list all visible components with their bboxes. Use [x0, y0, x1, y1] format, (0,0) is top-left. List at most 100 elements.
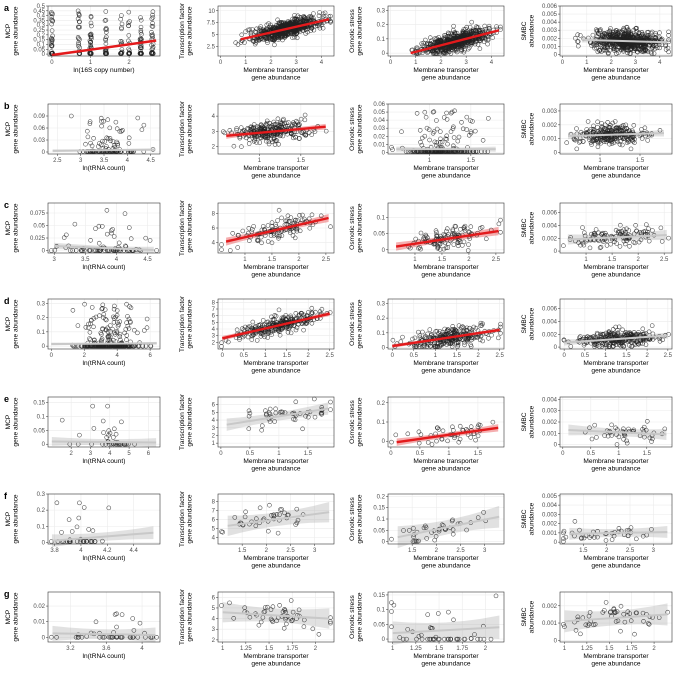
y-tick-label: 4	[212, 327, 216, 333]
data-point	[314, 23, 320, 28]
row-label-f: f	[4, 491, 8, 501]
x-tick-label: 4	[116, 353, 120, 359]
data-point	[118, 16, 123, 22]
y-axis-title: gene abundance	[357, 104, 364, 153]
data-point	[425, 50, 430, 55]
row-label-g: g	[4, 589, 10, 599]
data-point	[460, 42, 465, 48]
y-tick-label: 0.05	[373, 232, 385, 238]
x-tick-label: 1	[585, 60, 589, 66]
y-tick-label: 0.05	[33, 47, 45, 53]
y-axis-title: Osmotic stress	[349, 206, 356, 250]
y-tick-label: 0	[554, 249, 558, 255]
y-tick-label: 0.003	[542, 109, 558, 115]
x-tick-label: 4	[658, 60, 662, 66]
x-axis-title: Membrane transporter	[413, 165, 479, 172]
data-point	[149, 16, 155, 22]
y-tick-label: 0.3	[37, 301, 46, 307]
row-label-e: e	[4, 394, 9, 404]
data-point	[303, 27, 309, 33]
data-point	[313, 23, 318, 29]
x-axis-title: gene abundance	[421, 368, 470, 375]
data-point	[245, 27, 251, 33]
data-point	[49, 44, 55, 49]
y-tick-label: 0	[382, 248, 386, 254]
y-tick-label: 0.002	[542, 36, 558, 42]
y-tick-label: 0.5	[37, 4, 46, 10]
data-point	[450, 43, 456, 48]
y-tick-label: 0.05	[33, 224, 45, 230]
data-point	[118, 39, 123, 44]
data-point	[138, 28, 144, 33]
data-point	[419, 41, 424, 46]
x-tick-label: 1	[243, 257, 247, 263]
y-axis-title: abundance	[529, 112, 536, 145]
data-point	[49, 38, 54, 43]
data-point	[276, 21, 282, 26]
data-point	[102, 18, 108, 23]
data-point	[486, 25, 492, 31]
plot-background	[388, 104, 504, 154]
data-point	[138, 24, 144, 30]
data-point	[139, 51, 144, 56]
x-tick-label: 1.5	[438, 257, 447, 263]
x-axis-title: gene abundance	[251, 173, 300, 180]
data-point	[292, 13, 297, 18]
data-point	[233, 40, 238, 45]
y-axis-title: gene abundance	[357, 299, 364, 348]
data-point	[103, 27, 108, 32]
data-point	[76, 40, 81, 45]
y-tick-label: 0	[42, 52, 46, 58]
x-tick-label: 2	[83, 353, 87, 359]
x-tick-label: 2	[307, 353, 311, 359]
data-point	[465, 32, 471, 38]
y-tick-label: 0	[42, 150, 46, 156]
data-point	[487, 26, 492, 31]
data-point	[49, 14, 55, 20]
x-tick-label: 2	[636, 257, 640, 263]
data-point	[127, 51, 132, 56]
data-point	[243, 29, 248, 34]
x-axis-title: gene abundance	[591, 173, 640, 180]
data-point	[138, 17, 144, 23]
fit-line	[51, 342, 157, 345]
x-tick-label: 3	[295, 60, 299, 66]
x-tick-label: 4.5	[146, 158, 155, 164]
x-axis-title: Membrane transporter	[583, 264, 649, 271]
data-point	[287, 20, 293, 25]
y-axis-title: gene abundance	[187, 104, 194, 153]
data-point	[89, 23, 94, 29]
x-tick-label: 4	[115, 257, 119, 263]
data-point	[442, 47, 448, 52]
data-point	[308, 28, 314, 33]
x-tick-label: 1.5	[283, 353, 292, 359]
x-axis-title: Membrane transporter	[243, 360, 309, 367]
y-axis-title: Osmotic stress	[349, 107, 356, 151]
data-point	[50, 11, 55, 17]
data-point	[50, 33, 55, 39]
y-tick-label: 0.35	[33, 18, 45, 24]
data-point	[150, 15, 156, 20]
panel-border	[47, 5, 161, 57]
x-tick-label: 1.5	[608, 257, 617, 263]
x-axis-title: Membrane transporter	[583, 165, 649, 172]
data-point	[49, 51, 54, 56]
y-tick-label: 0.004	[542, 223, 558, 229]
x-axis-title: gene abundance	[591, 272, 640, 279]
x-tick-label: 2	[477, 353, 481, 359]
data-point	[469, 19, 474, 25]
x-axis-title: Membrane transporter	[583, 67, 649, 74]
data-point	[254, 26, 259, 32]
data-point	[118, 51, 124, 56]
y-tick-label: 6	[212, 226, 216, 232]
y-tick-label: 0.003	[542, 28, 558, 34]
y-axis-title: abundance	[529, 14, 536, 47]
y-axis-title: gene abundance	[187, 299, 194, 348]
y-axis-title: gene abundance	[13, 6, 20, 55]
y-tick-label: 0.06	[33, 126, 45, 132]
data-point	[423, 37, 428, 43]
y-tick-label: 0.1	[377, 216, 386, 222]
